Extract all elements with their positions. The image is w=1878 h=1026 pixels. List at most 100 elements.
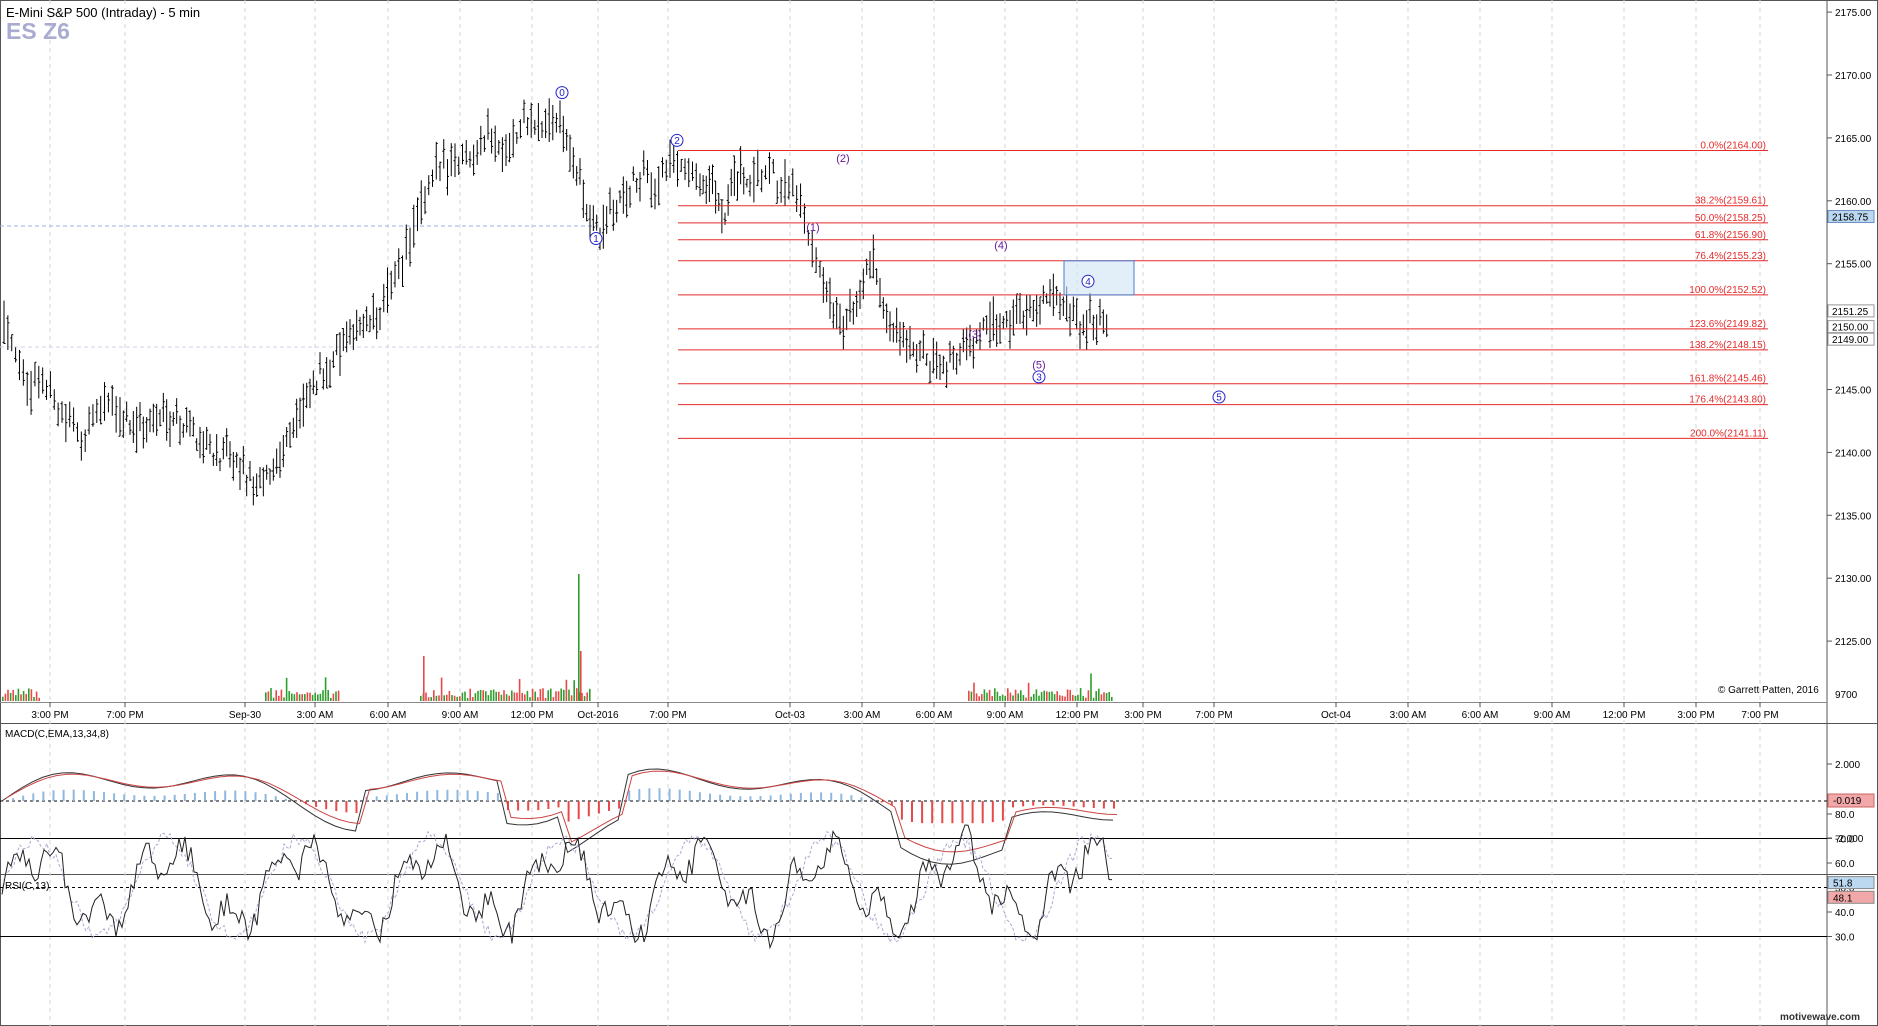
chart-title: E-Mini S&P 500 (Intraday) - 5 min — [6, 5, 201, 20]
macd-hist-bar — [860, 797, 863, 801]
rsi-panel-label: RSI(C,13) — [5, 881, 50, 892]
volume-bar — [563, 689, 565, 701]
volume-bar — [1090, 673, 1092, 701]
macd-hist-bar — [789, 793, 792, 801]
volume-bar — [20, 694, 22, 701]
volume-bar — [425, 692, 427, 701]
wave-label-circle — [1032, 370, 1046, 384]
macd-hist-bar — [668, 788, 671, 801]
volume-bar — [983, 689, 986, 701]
macd-hist-bar — [729, 795, 732, 801]
price-tag-label: 2150.00 — [1832, 323, 1869, 334]
volume-bar — [466, 697, 469, 701]
macd-hist-bar — [1072, 801, 1075, 807]
volume-bar — [1009, 692, 1012, 701]
macd-hist-bar — [769, 795, 772, 801]
macd-hist-bar — [799, 792, 802, 801]
volume-bar — [570, 695, 573, 701]
volume-bar — [317, 694, 319, 701]
macd-panel-label: MACD(C,EMA,13,34,8) — [5, 729, 109, 740]
volume-bar — [17, 688, 20, 701]
volume-bar — [451, 695, 453, 701]
macd-hist-bar — [1052, 801, 1055, 806]
volume-bar — [988, 689, 991, 701]
volume-bar — [508, 695, 510, 701]
fib-level-label: 61.8%(2156.90) — [1695, 230, 1766, 241]
volume-bar — [464, 691, 466, 701]
fib-level-label: 161.8%(2145.46) — [1689, 374, 1766, 385]
time-tick-label: 9:00 AM — [1534, 710, 1571, 721]
macd-hist-bar — [163, 795, 166, 801]
macd-hist-bar — [981, 801, 984, 824]
macd-hist-bar — [22, 795, 25, 801]
volume-bar — [1098, 688, 1100, 701]
volume-bar — [270, 688, 272, 701]
volume-bar — [306, 692, 309, 701]
macd-hist-bar — [426, 790, 429, 801]
volume-bar — [544, 697, 547, 701]
volume-bar — [996, 691, 999, 701]
volume-bar — [1040, 692, 1043, 701]
macd-hist-bar — [82, 790, 85, 801]
volume-bar — [1048, 691, 1051, 701]
macd-hist-bar — [597, 801, 600, 814]
volume-bar — [1082, 695, 1084, 701]
volume-bar — [33, 696, 35, 701]
volume-bar — [427, 697, 430, 701]
volume-bar — [498, 691, 500, 701]
wave-label-circle — [555, 86, 569, 100]
fib-level-label: 176.4%(2143.80) — [1689, 395, 1766, 406]
volume-bar — [583, 696, 586, 701]
time-tick-label: 9:00 AM — [442, 710, 479, 721]
macd-hist-bar — [971, 801, 974, 824]
macd-hist-bar — [820, 792, 823, 801]
macd-hist-bar — [1062, 801, 1065, 806]
macd-hist-bar — [193, 792, 196, 801]
volume-bar — [1074, 695, 1077, 701]
fib-level-label: 123.6%(2149.82) — [1689, 319, 1766, 330]
volume-bar — [298, 694, 301, 701]
macd-hist-bar — [709, 793, 711, 801]
wave-label-circle — [1212, 390, 1226, 404]
macd-hist-bar — [123, 794, 126, 801]
volume-bar — [1105, 693, 1108, 701]
macd-hist-bar — [284, 798, 287, 801]
macd-hist-bar — [466, 790, 469, 801]
macd-hist-bar — [961, 801, 964, 824]
macd-hist-bar — [436, 790, 439, 801]
volume-bar — [573, 680, 575, 701]
volume-bar — [440, 677, 443, 701]
volume-bar — [322, 690, 324, 701]
macd-hist-bar — [951, 801, 954, 824]
time-tick-label: Sep-30 — [229, 710, 262, 721]
volume-bar — [986, 692, 988, 701]
time-tick-label: 3:00 AM — [1390, 710, 1427, 721]
macd-hist-bar — [254, 792, 257, 801]
rsi-tick-label: 60.0 — [1835, 859, 1855, 870]
volume-bar — [991, 696, 993, 701]
volume-bar — [521, 692, 523, 701]
volume-bar — [1043, 690, 1045, 701]
macd-hist-bar — [840, 793, 843, 801]
macd-hist-bar — [941, 801, 944, 824]
volume-bar — [278, 695, 280, 701]
macd-hist-bar — [991, 801, 994, 823]
volume-bar — [1085, 697, 1087, 701]
time-tick-label: 3:00 PM — [1677, 710, 1714, 721]
macd-hist-bar — [678, 789, 681, 801]
macd-hist-bar — [103, 792, 105, 801]
volume-bar — [513, 692, 516, 701]
volume-bar — [1038, 695, 1040, 701]
macd-hist-bar — [92, 791, 95, 801]
volume-bar — [337, 690, 340, 701]
volume-bar — [589, 688, 591, 701]
rsi-line — [1, 824, 1112, 950]
price-tick-label: 2155.00 — [1835, 260, 1872, 271]
fib-levels: 0.0%(2164.00) 38.2%(2159.61) 50.0%(2158.25… — [678, 140, 1768, 439]
price-bars — [2, 98, 1109, 506]
macd-hist-bar — [1022, 801, 1025, 807]
volume-tick-label: 9700 — [1835, 690, 1858, 701]
macd-hist-bar — [870, 799, 873, 801]
volume-bar — [542, 688, 544, 701]
